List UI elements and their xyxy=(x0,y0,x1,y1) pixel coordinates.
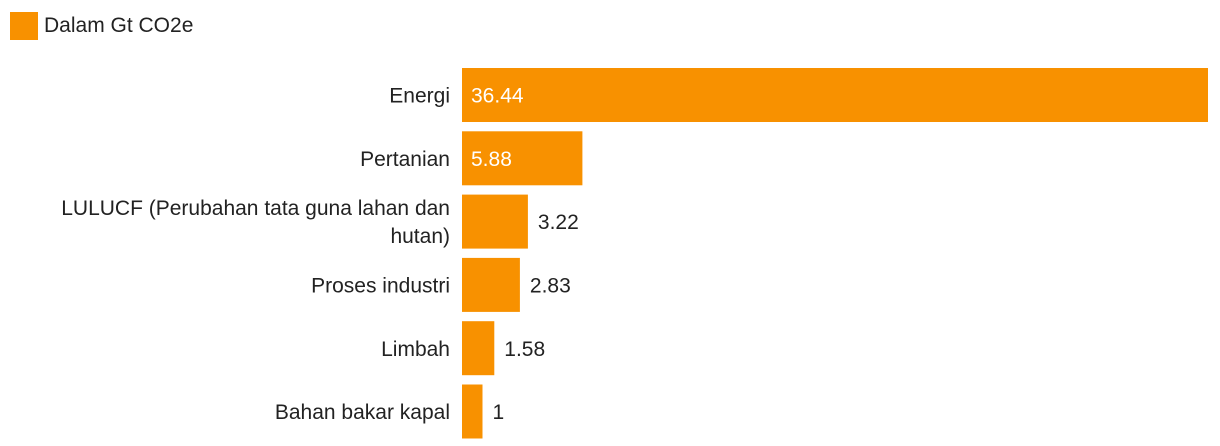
legend-swatch xyxy=(10,12,38,40)
bar xyxy=(462,131,583,186)
legend-label: Dalam Gt CO2e xyxy=(44,14,194,37)
category-label: hutan) xyxy=(390,225,450,248)
category-label: LULUCF (Perubahan tata guna lahan dan xyxy=(61,197,450,220)
bar xyxy=(462,194,528,249)
legend: Dalam Gt CO2e xyxy=(10,12,193,40)
bar-value-label: 2.83 xyxy=(530,275,571,298)
category-label: Proses industri xyxy=(311,275,450,298)
category-label: Energi xyxy=(389,85,450,108)
category-label: Limbah xyxy=(381,338,450,361)
bar-value-label: 5.88 xyxy=(471,148,512,171)
bar-value-label: 1 xyxy=(493,401,505,424)
bar-value-label: 36.44 xyxy=(471,85,524,108)
category-label: Pertanian xyxy=(360,148,450,171)
bar xyxy=(462,68,1208,122)
bar xyxy=(462,321,495,376)
category-label: Bahan bakar kapal xyxy=(275,401,450,424)
bar xyxy=(462,257,520,312)
bar-value-label: 1.58 xyxy=(504,338,545,361)
bar-value-label: 3.22 xyxy=(538,211,579,234)
bar xyxy=(462,384,483,439)
